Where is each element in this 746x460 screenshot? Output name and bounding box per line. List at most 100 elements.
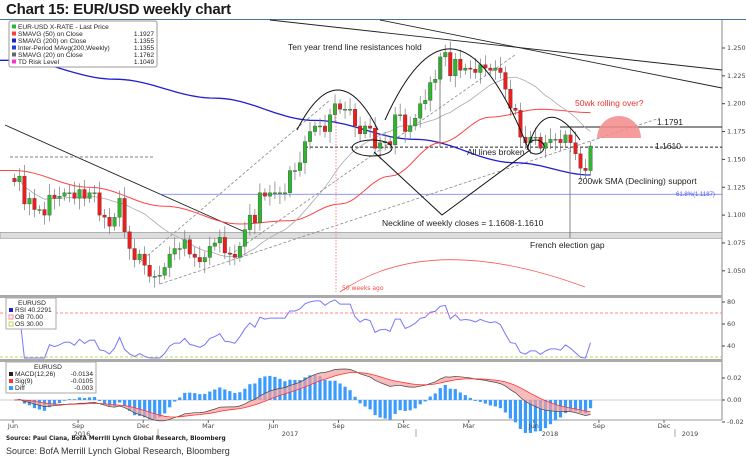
candle	[252, 208, 257, 235]
candle	[37, 205, 42, 214]
macd-diff-bar	[198, 394, 202, 400]
x-year-label: 2016	[74, 430, 91, 438]
candle-up	[493, 67, 498, 71]
candle	[498, 56, 503, 79]
candle	[147, 254, 152, 283]
macd-diff-bar	[188, 392, 192, 400]
macd-diff-bar	[168, 400, 172, 408]
macd-tick-label: 0.02	[727, 374, 741, 382]
candle-up	[167, 253, 172, 268]
annotation-trend: Ten year trend line resistances hold	[288, 42, 422, 52]
candle-down	[197, 257, 202, 263]
macd-diff-bar	[328, 380, 332, 400]
candle	[82, 180, 87, 207]
candle-up	[378, 142, 383, 149]
macd-diff-bar	[318, 376, 322, 400]
candle	[368, 118, 373, 138]
macd-diff-bar	[87, 397, 92, 400]
macd-diff-bar	[443, 384, 447, 400]
candle	[92, 185, 97, 203]
macd-tick-label: -0.02	[727, 418, 744, 426]
macd-diff-bar	[503, 400, 507, 413]
macd-diff-bar	[123, 400, 127, 406]
candle	[117, 190, 122, 227]
candle	[287, 166, 292, 198]
candle-up	[47, 194, 52, 216]
rsi-legend: EURUSD RSI 40.2291 OB 70.00 OS 30.00	[5, 297, 57, 330]
macd-diff-bar	[438, 388, 442, 400]
candle-up	[443, 52, 448, 58]
candle	[192, 246, 197, 267]
macd-line	[14, 368, 591, 422]
macd-diff-bar	[67, 399, 72, 400]
candle	[162, 263, 167, 280]
macd-diff-bar	[238, 392, 242, 400]
macd-diff-bar	[313, 374, 317, 400]
price-tick-label: 1.1000	[727, 211, 746, 219]
candle-up	[563, 134, 568, 143]
candle	[483, 55, 488, 76]
macd-diff-bar	[97, 400, 102, 402]
candle	[393, 107, 398, 155]
candle-up	[348, 109, 353, 111]
macd-diff-bar	[433, 393, 437, 400]
candle-down	[368, 125, 373, 129]
candle	[458, 49, 463, 79]
candle-down	[232, 253, 237, 258]
svg-text:Diff: Diff	[15, 385, 25, 392]
candle-down	[498, 67, 503, 73]
candle	[277, 186, 282, 204]
candle-down	[513, 108, 518, 111]
macd-diff-bar	[563, 400, 568, 414]
candle	[548, 128, 553, 149]
candle	[112, 212, 117, 231]
macd-diff-bar	[538, 400, 543, 432]
cycle-arc	[339, 259, 586, 293]
rsi-tick-label: 80	[727, 298, 735, 306]
candle	[488, 63, 493, 75]
macd-diff-bar	[513, 400, 517, 423]
macd-diff-bar	[92, 396, 97, 400]
macd-diff-bar	[258, 378, 262, 400]
legend-swatch	[12, 59, 16, 64]
macd-diff-bar	[62, 400, 67, 401]
x-tick-label: Sep	[593, 422, 605, 430]
legend-value: 1.1927	[134, 31, 155, 38]
candle-down	[127, 231, 132, 249]
candle	[57, 186, 62, 207]
candle-down	[107, 217, 112, 227]
candle-up	[303, 141, 307, 163]
macd-diff-bar	[228, 391, 232, 400]
annotation-fib: 61.8%(1.1187)	[676, 192, 715, 198]
macd-diff-bar	[353, 396, 357, 400]
candle-up	[548, 139, 553, 143]
macd-diff-bar	[363, 400, 367, 407]
candle	[157, 265, 162, 285]
macd-signal-band	[14, 369, 591, 421]
macd-diff-bar	[573, 400, 578, 411]
candle-up	[117, 198, 122, 218]
price-tick-label: 1.0500	[727, 267, 746, 275]
candle-down	[142, 253, 147, 266]
candle	[282, 183, 287, 201]
candle-down	[483, 64, 488, 69]
sma200-line	[0, 59, 591, 176]
price-tick-label: 1.1500	[727, 155, 746, 163]
macd-diff-bar	[218, 387, 222, 400]
macd-diff-bar	[22, 400, 27, 404]
candle-up	[157, 275, 162, 277]
candle-up	[588, 145, 593, 171]
legend-swatch	[12, 38, 16, 43]
candle-up	[202, 257, 207, 263]
macd-diff-bar	[428, 396, 432, 400]
source-inner: Source: Paul Ciana, BofA Merrill Lynch G…	[6, 436, 226, 442]
candle	[568, 127, 573, 153]
rsi-panel	[0, 299, 722, 359]
candle	[303, 135, 307, 174]
arch-left-shoulder	[296, 89, 379, 131]
price-tick-label: 1.1750	[727, 128, 746, 136]
x-tick-label: Dec	[658, 422, 671, 430]
candle	[12, 173, 17, 187]
ten-year-trendline-1	[269, 19, 723, 71]
ten-year-trendline-2	[379, 19, 723, 89]
